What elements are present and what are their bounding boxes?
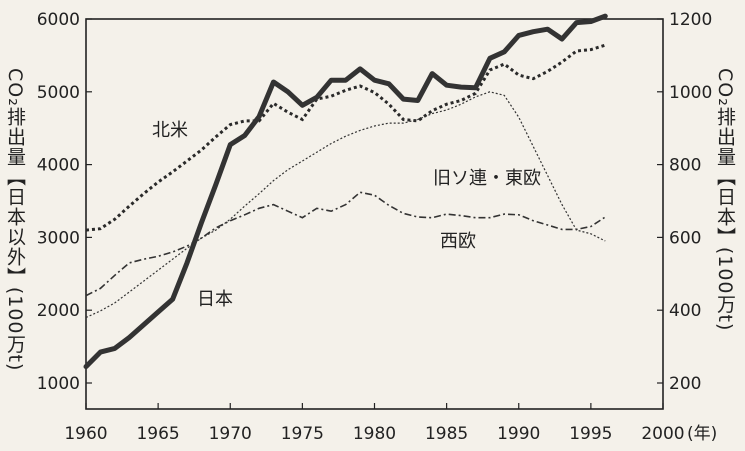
right-axis-label-text: CO₂排出量【日本】(100万t)	[714, 68, 736, 332]
right-axis-label: CO₂排出量【日本】(100万t)	[714, 68, 736, 332]
series-line	[85, 91, 606, 319]
left-tick-label: 5000	[37, 83, 80, 103]
right-tick-label: 800	[669, 156, 701, 176]
series-label: 北米	[152, 120, 188, 141]
series-label: 西欧	[440, 231, 476, 252]
x-tick-label: 1985	[425, 424, 468, 444]
left-axis-label-text: CO₂排出量【日本以外】(100万t)	[4, 68, 26, 372]
left-tick-label: 2000	[37, 301, 80, 321]
x-tick-label: 1970	[209, 424, 252, 444]
left-axis-label: CO₂排出量【日本以外】(100万t)	[4, 68, 26, 372]
x-tick-label: 1980	[353, 424, 396, 444]
x-tick-label: 1960	[64, 424, 107, 444]
axis-ticks: 1960 1965 1970 1975 1980 1985 1990 1995 2000 (年)1…	[37, 10, 718, 444]
series-line	[83, 13, 608, 370]
right-tick-label: 1000	[669, 83, 712, 103]
left-tick-label: 3000	[37, 228, 80, 248]
left-tick-label: 4000	[37, 156, 80, 176]
x-tick-label: 1975	[281, 424, 324, 444]
right-tick-label: 1200	[669, 10, 712, 30]
right-tick-label: 200	[669, 374, 701, 394]
x-axis-label: (年)	[687, 424, 717, 444]
left-tick-label: 1000	[37, 374, 80, 394]
x-tick-label: 1995	[569, 424, 612, 444]
series-label: 日本	[197, 289, 233, 310]
x-tick-label: 2000	[641, 424, 684, 444]
left-tick-label: 6000	[37, 10, 80, 30]
right-tick-label: 600	[669, 228, 701, 248]
series-lines	[83, 13, 608, 370]
right-tick-label: 400	[669, 301, 701, 321]
series-line	[85, 191, 606, 297]
x-tick-label: 1990	[497, 424, 540, 444]
series-label: 旧ソ連・東欧	[433, 168, 541, 189]
x-tick-label: 1965	[136, 424, 179, 444]
